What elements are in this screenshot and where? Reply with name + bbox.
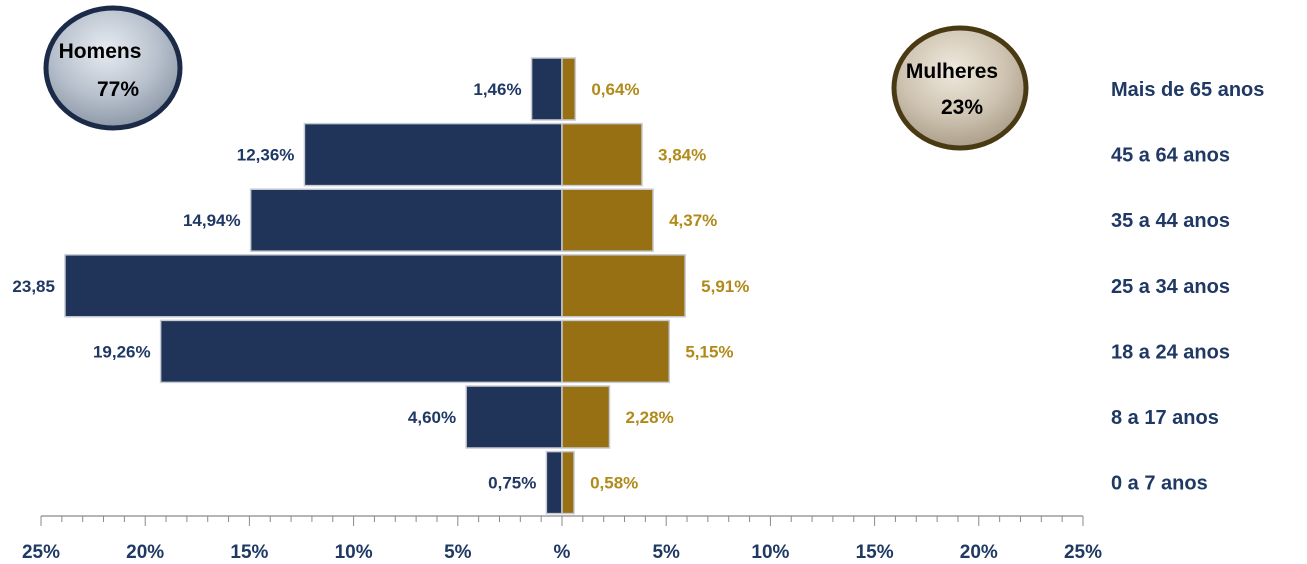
women-badge-value: 23% — [941, 96, 983, 119]
category-label-4: 18 a 24 anos — [1111, 341, 1230, 363]
category-label-3: 25 a 34 anos — [1111, 276, 1230, 298]
x-tick-label-3: 10% — [335, 542, 373, 563]
category-labels-group: Mais de 65 anos 45 a 64 anos 35 a 44 anos 2… — [1111, 79, 1264, 495]
label-men-1: 12,36% — [237, 146, 295, 165]
category-label-2: 35 a 44 anos — [1111, 210, 1230, 232]
bar-men-4 — [159, 319, 563, 384]
bar-labels-group: 1,46% 0,64% 12,36% 3,84% 14,94% 4,37% 23,85 5,9… — [12, 80, 749, 493]
bar-men-1 — [303, 122, 563, 187]
bar-women-0 — [561, 57, 577, 121]
label-men-3: 23,85 — [12, 277, 55, 296]
x-tick-label-8: 15% — [856, 542, 894, 563]
category-label-5: 8 a 17 anos — [1111, 407, 1219, 429]
x-tick-label-1: 20% — [126, 542, 164, 563]
category-label-6: 0 a 7 anos — [1111, 473, 1208, 495]
bar-men-6 — [545, 450, 563, 515]
bar-women-5 — [561, 385, 611, 449]
bar-men-0 — [530, 57, 563, 121]
label-women-4: 5,15% — [685, 342, 733, 361]
bar-men-5 — [465, 385, 563, 449]
label-women-1: 3,84% — [658, 146, 706, 165]
label-men-0: 1,46% — [473, 80, 521, 99]
x-tick-label-4: 5% — [444, 542, 472, 563]
bar-women-1 — [561, 122, 643, 187]
men-badge-value: 77% — [97, 78, 139, 101]
label-men-4: 19,26% — [93, 342, 151, 361]
label-women-5: 2,28% — [626, 408, 674, 427]
x-tick-label-5: % — [554, 542, 571, 563]
label-women-2: 4,37% — [669, 211, 717, 230]
x-tick-label-10: 25% — [1064, 542, 1102, 563]
x-axis: 25% 20% 15% 10% 5%% 5% 10% 15% 20% 25% — [22, 515, 1102, 563]
label-women-0: 0,64% — [591, 80, 639, 99]
x-tick-label-0: 25% — [22, 542, 60, 563]
bar-women-2 — [561, 188, 654, 252]
x-tick-label-6: 5% — [652, 542, 680, 563]
x-tick-label-2: 15% — [230, 542, 268, 563]
women-badge-circle — [891, 25, 1029, 151]
men-badge-circle — [43, 5, 183, 131]
bar-men-3 — [64, 254, 563, 318]
bar-women-4 — [561, 319, 671, 384]
label-women-3: 5,91% — [701, 277, 749, 296]
category-label-0: Mais de 65 anos — [1111, 79, 1264, 101]
men-badge: Homens 77% — [43, 5, 183, 131]
x-tick-label-7: 10% — [751, 542, 789, 563]
label-men-5: 4,60% — [408, 408, 456, 427]
bars-group — [64, 57, 686, 515]
category-label-1: 45 a 64 anos — [1111, 145, 1230, 167]
bar-women-6 — [561, 450, 575, 515]
x-tick-label-9: 20% — [960, 542, 998, 563]
label-men-2: 14,94% — [183, 211, 241, 230]
bar-men-2 — [249, 188, 563, 252]
label-women-6: 0,58% — [590, 474, 638, 493]
women-badge: Mulheres 23% — [891, 25, 1029, 151]
label-men-6: 0,75% — [488, 474, 536, 493]
bar-women-3 — [561, 254, 686, 318]
men-badge-title: Homens — [59, 40, 142, 63]
women-badge-title: Mulheres — [906, 60, 998, 83]
